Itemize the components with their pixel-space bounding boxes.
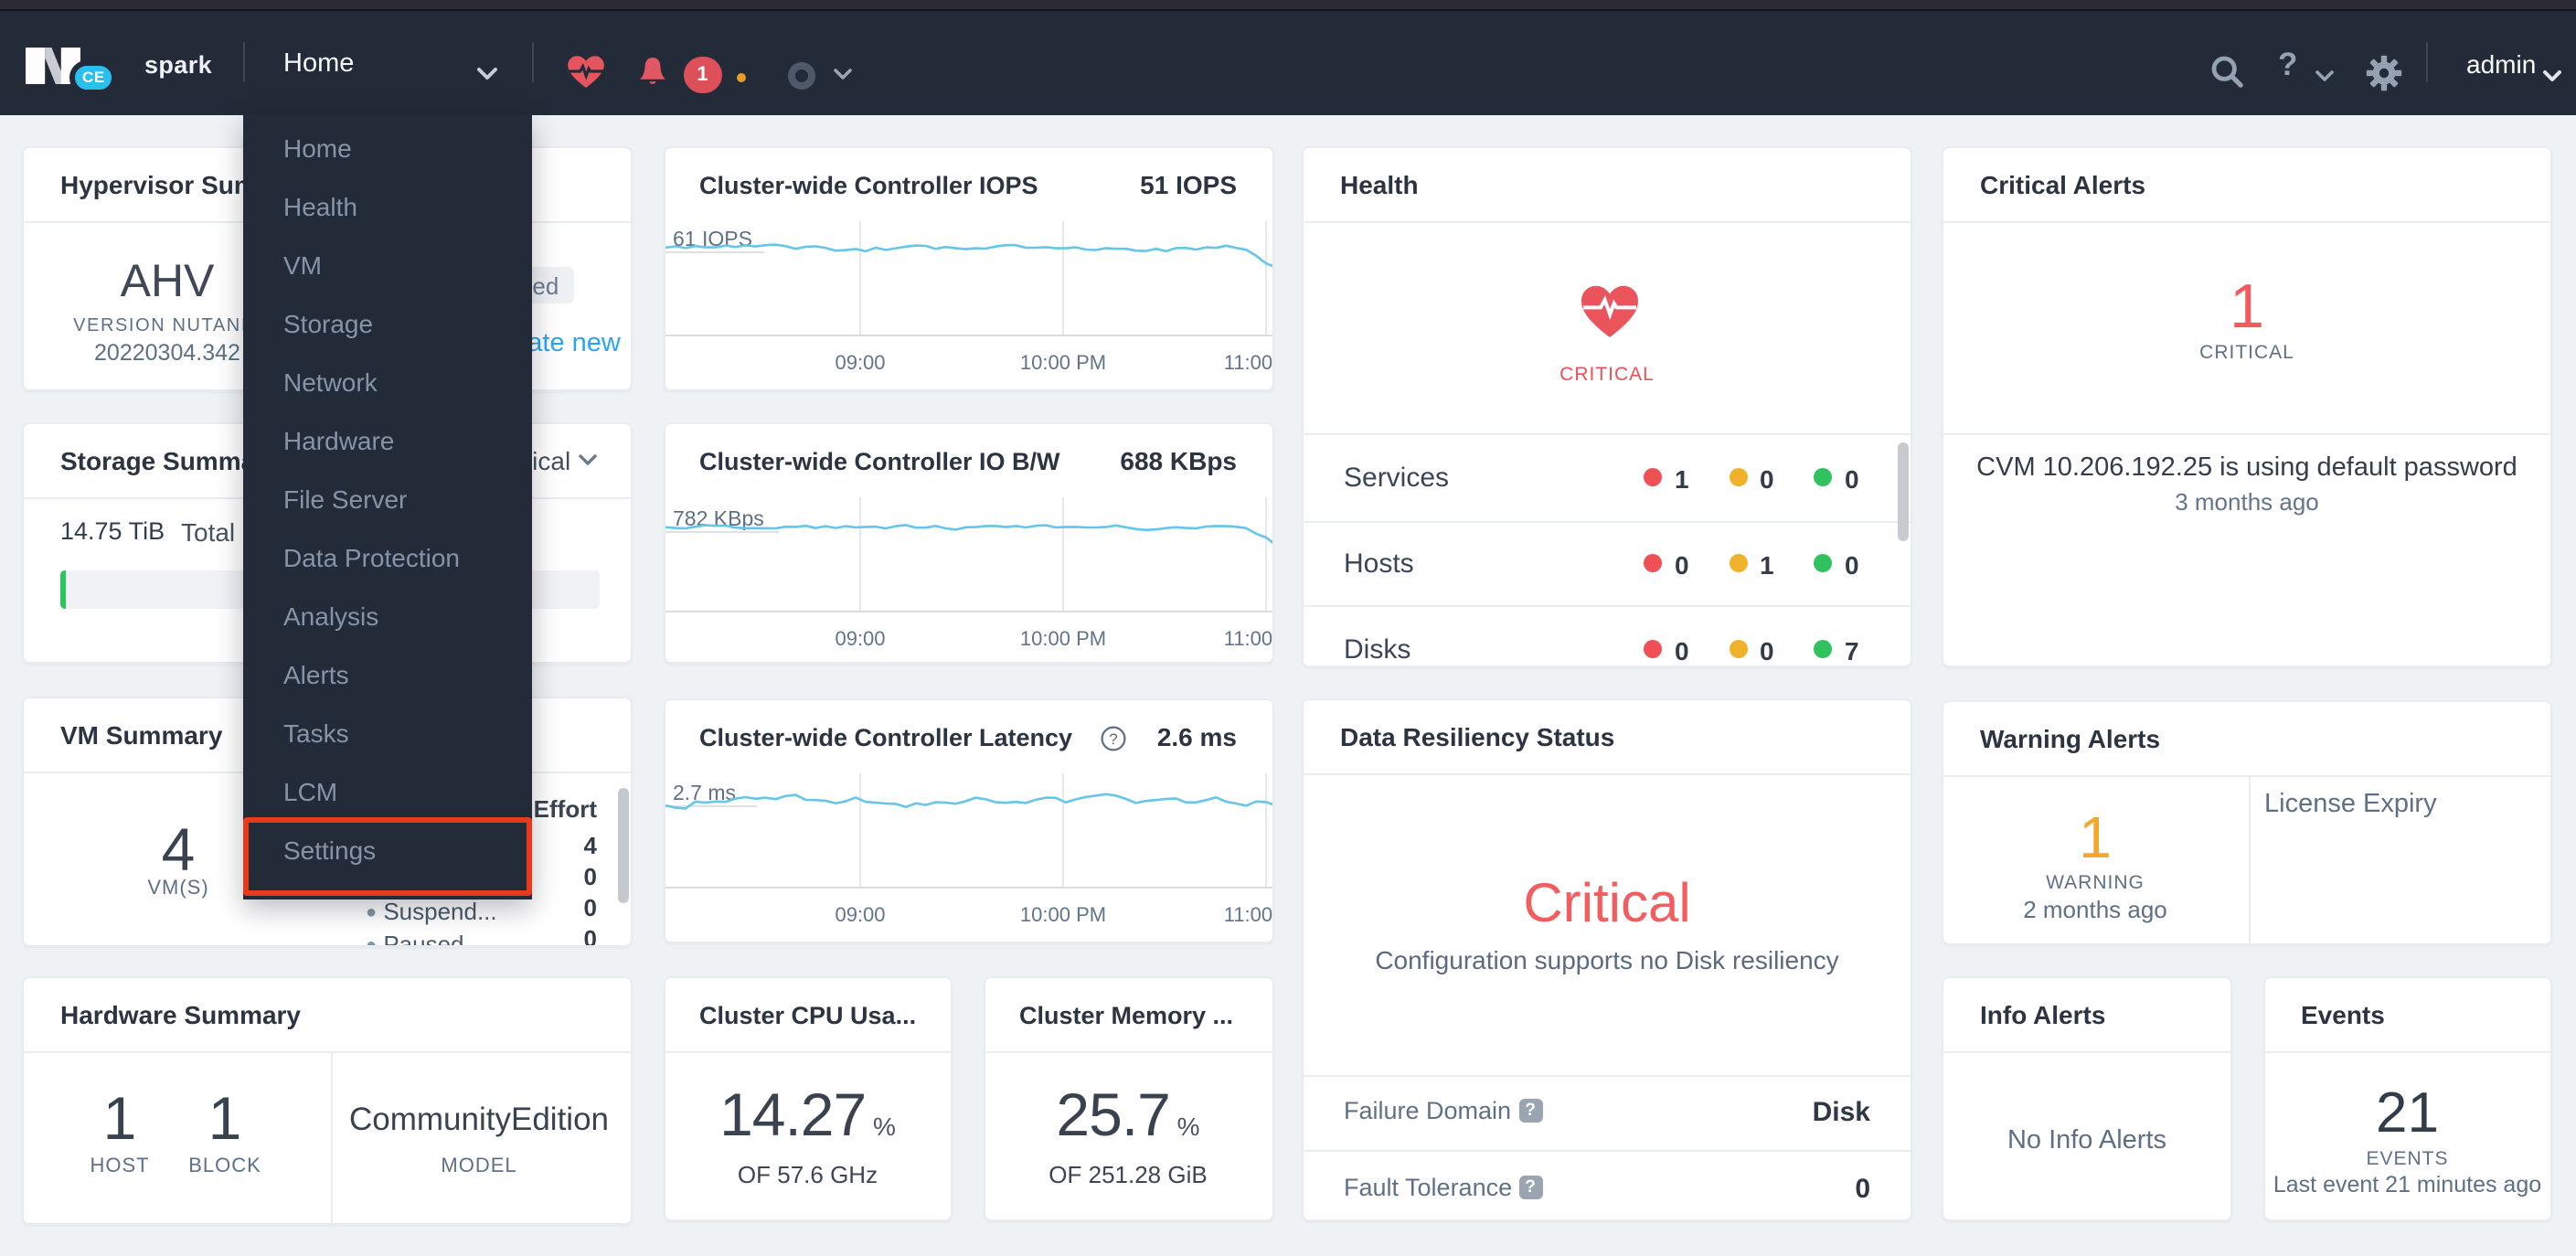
svg-text:2.7 ms: 2.7 ms [672, 781, 735, 804]
svg-text:10:00 PM: 10:00 PM [1019, 903, 1105, 926]
svg-text:10:00 PM: 10:00 PM [1019, 351, 1105, 374]
svg-text:09:00: 09:00 [834, 351, 884, 374]
svg-text:11:00 PM: 11:00 PM [1223, 351, 1273, 374]
svg-text:09:00: 09:00 [834, 627, 884, 650]
svg-text:10:00 PM: 10:00 PM [1019, 627, 1105, 650]
svg-text:09:00: 09:00 [834, 903, 884, 926]
svg-text:11:00 PM: 11:00 PM [1223, 903, 1273, 926]
svg-text:11:00 PM: 11:00 PM [1223, 627, 1273, 650]
svg-text:?: ? [1108, 730, 1116, 748]
